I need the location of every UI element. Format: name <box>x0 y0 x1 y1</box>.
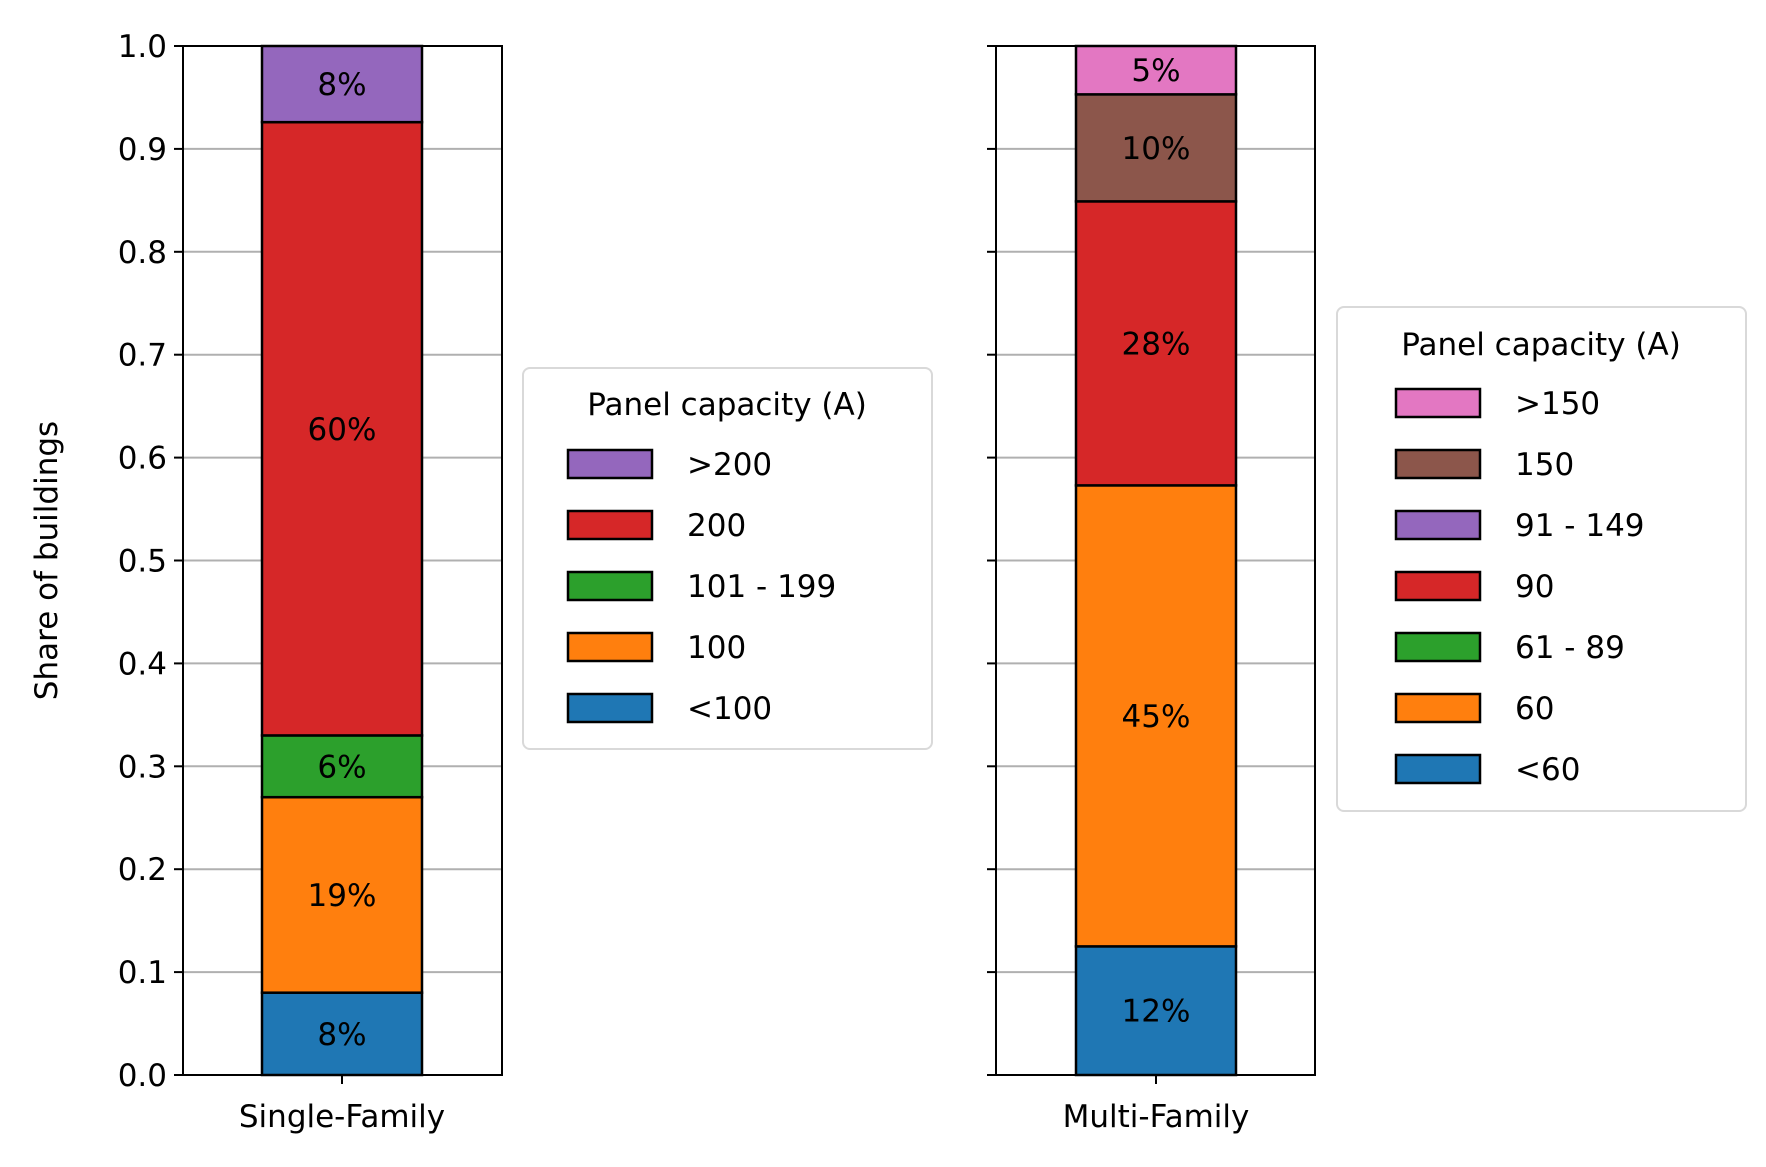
legend-entry-lt-60: <60 <box>1515 752 1580 788</box>
legend-entry-lt-100: <100 <box>687 691 772 727</box>
legend-swatch-gt-200 <box>566 448 654 480</box>
data-label-101-199: 6% <box>317 749 366 785</box>
legend-swatch-150 <box>1394 448 1482 480</box>
legend-swatch-91-149 <box>1394 509 1482 541</box>
y-tick-label: 0.6 <box>118 441 167 477</box>
y-tick-label: 0.9 <box>118 132 167 168</box>
legend-entry-91-149: 91 - 149 <box>1515 508 1645 544</box>
legend-box <box>1336 306 1747 812</box>
y-tick-label: 0.0 <box>118 1058 167 1094</box>
multi-family-panel: 12% 45% 28% 10% 5% Multi-Family Panel capacity… <box>987 44 1747 1135</box>
legend-swatch-lt-60 <box>1394 753 1482 785</box>
y-tick-label: 0.4 <box>118 646 167 682</box>
bar-segment-90 <box>1074 200 1238 487</box>
bar-segment-100 <box>260 795 424 994</box>
legend-swatch-90 <box>1394 570 1482 602</box>
bar-segment-60 <box>1074 484 1238 948</box>
legend-swatch-60 <box>1394 692 1482 724</box>
y-tick-label: 0.7 <box>118 338 167 374</box>
legend-swatch-200 <box>566 509 654 541</box>
legend-swatch-101-199 <box>566 570 654 602</box>
legend-entry-200: 200 <box>687 508 746 544</box>
legend-swatch-100 <box>566 631 654 663</box>
single-family-panel: 8% 19% 6% 60% 8% 0.0 0.1 0.2 0.3 0.4 0.5 0.6 0.7 0.8 0… <box>29 29 933 1135</box>
y-tick-label: 1.0 <box>118 29 167 65</box>
data-label-gt-200: 8% <box>317 67 366 103</box>
legend-entry-gt-150: >150 <box>1515 386 1600 422</box>
x-tick-label: Multi-Family <box>1063 1099 1250 1135</box>
legend-swatch-61-89 <box>1394 631 1482 663</box>
legend-entry-150: 150 <box>1515 447 1574 483</box>
legend-entry-101-199: 101 - 199 <box>687 569 836 605</box>
legend-entry-60: 60 <box>1515 691 1554 727</box>
data-label-150: 10% <box>1122 131 1191 167</box>
legend: Panel capacity (A) >150 150 91 - 149 90 61 - … <box>1336 306 1747 812</box>
legend-entry-90: 90 <box>1515 569 1554 605</box>
y-tick-label: 0.3 <box>118 749 167 785</box>
data-label-200: 60% <box>308 412 377 448</box>
data-label-90: 28% <box>1122 326 1191 362</box>
y-tick-label: 0.5 <box>118 544 167 580</box>
legend-entry-100: 100 <box>687 630 746 666</box>
y-tick-label: 0.2 <box>118 852 167 888</box>
legend: Panel capacity (A) >200 200 101 - 199 100 <10… <box>522 367 933 750</box>
data-label-lt-100: 8% <box>317 1017 366 1053</box>
y-tick-label: 0.8 <box>118 235 167 271</box>
data-label-gt-150: 5% <box>1131 53 1180 89</box>
y-axis-title: Share of buildings <box>29 421 65 700</box>
data-label-lt-60: 12% <box>1122 994 1191 1030</box>
bar-segment-200 <box>260 120 424 737</box>
legend-swatch-gt-150 <box>1394 387 1482 419</box>
data-label-60: 45% <box>1122 699 1191 735</box>
y-tick-label: 0.1 <box>118 955 167 991</box>
legend-title: Panel capacity (A) <box>1401 327 1681 363</box>
legend-entry-61-89: 61 - 89 <box>1515 630 1625 666</box>
bar-segment-150 <box>1074 93 1238 203</box>
x-tick-label: Single-Family <box>239 1099 445 1135</box>
legend-title: Panel capacity (A) <box>587 387 867 423</box>
legend-swatch-lt-100 <box>566 692 654 724</box>
data-label-100: 19% <box>308 878 377 914</box>
legend-entry-gt-200: >200 <box>687 447 772 483</box>
